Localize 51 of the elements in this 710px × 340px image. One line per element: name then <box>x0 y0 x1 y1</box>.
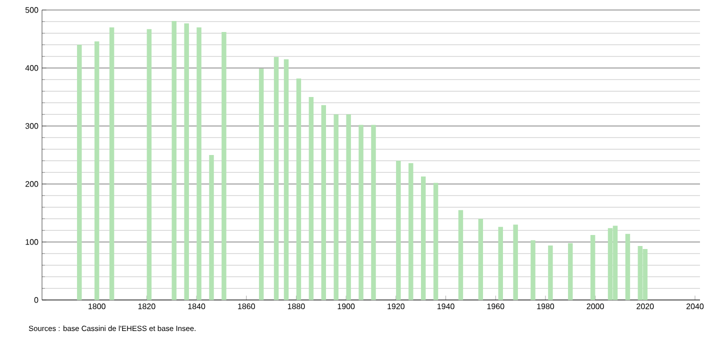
bar <box>274 56 279 300</box>
bar <box>222 32 226 300</box>
bar <box>590 235 596 300</box>
x-tick-label: 1840 <box>188 304 206 310</box>
bar <box>308 97 314 300</box>
x-tick-label: 1820 <box>138 304 156 310</box>
bar <box>77 44 82 300</box>
y-tick-label: 0 <box>34 297 38 303</box>
bar <box>358 124 364 300</box>
y-tick-label: 300 <box>25 123 38 129</box>
x-tick-label: 2040 <box>686 304 704 310</box>
bar <box>433 182 438 300</box>
bar <box>396 160 401 300</box>
bar <box>321 105 326 300</box>
x-tick-label: 1940 <box>437 304 454 310</box>
bar <box>334 114 338 300</box>
bar <box>109 27 114 300</box>
x-tick-label: 1860 <box>238 304 255 310</box>
x-tick-label: 1960 <box>487 304 504 310</box>
bar <box>478 218 484 300</box>
bar <box>498 226 503 300</box>
x-tick-label: 2020 <box>636 304 654 310</box>
bar <box>258 68 264 300</box>
bar <box>371 124 376 300</box>
bar <box>548 245 553 300</box>
bar <box>625 234 630 300</box>
bar <box>94 41 100 300</box>
bar <box>284 59 289 300</box>
bar <box>172 21 176 300</box>
x-tick-label: 1800 <box>88 304 106 310</box>
bar <box>196 27 202 300</box>
bar <box>209 154 214 300</box>
y-tick-label: 100 <box>26 239 38 245</box>
x-tick-label: 1900 <box>338 304 355 310</box>
bar <box>408 163 414 300</box>
x-tick-label: 2000 <box>586 304 604 310</box>
bar <box>296 78 302 300</box>
bar <box>568 243 573 300</box>
bar <box>513 224 518 300</box>
x-tick-label: 1880 <box>288 304 305 310</box>
bar <box>458 210 464 300</box>
x-tick-label: 1920 <box>388 304 405 310</box>
y-tick-label: 400 <box>25 65 38 71</box>
bar <box>420 176 426 300</box>
x-tick-label: 1980 <box>537 304 554 310</box>
bar <box>346 114 351 300</box>
bar <box>184 23 189 300</box>
bar <box>530 240 536 300</box>
bar <box>146 29 152 300</box>
y-tick-label: 200 <box>26 181 38 187</box>
y-tick-label: 500 <box>25 7 38 13</box>
